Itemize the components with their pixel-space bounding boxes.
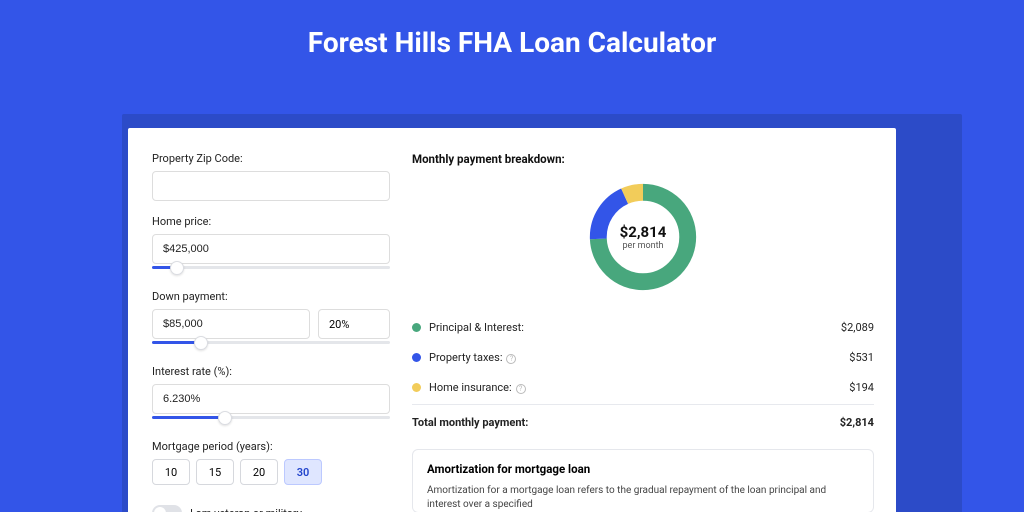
legend-value-total: $2,814 bbox=[840, 416, 874, 429]
interest-label: Interest rate (%): bbox=[152, 365, 390, 378]
donut-chart-wrap: $2,814 per month bbox=[412, 172, 874, 312]
legend-value-taxes: $531 bbox=[849, 351, 874, 364]
period-options: 10 15 20 30 bbox=[152, 459, 390, 485]
down-payment-label: Down payment: bbox=[152, 290, 390, 303]
veteran-toggle[interactable] bbox=[152, 505, 182, 512]
legend-label-insurance: Home insurance:? bbox=[429, 381, 849, 394]
donut-chart: $2,814 per month bbox=[584, 178, 702, 296]
info-icon[interactable]: ? bbox=[516, 384, 526, 394]
home-price-field: Home price: bbox=[152, 215, 390, 276]
donut-sublabel: per month bbox=[620, 241, 667, 251]
dot-icon bbox=[412, 383, 421, 392]
veteran-row: I am veteran or military bbox=[152, 505, 390, 512]
period-option-10[interactable]: 10 bbox=[152, 459, 190, 485]
legend-label-taxes: Property taxes:? bbox=[429, 351, 849, 364]
home-price-input[interactable] bbox=[152, 234, 390, 264]
interest-slider[interactable] bbox=[152, 412, 390, 426]
down-payment-field: Down payment: 20% bbox=[152, 290, 390, 351]
period-option-20[interactable]: 20 bbox=[240, 459, 278, 485]
donut-total: $2,814 bbox=[620, 223, 667, 241]
legend-label-total: Total monthly payment: bbox=[412, 416, 840, 429]
calculator-card: Property Zip Code: Home price: Down paym… bbox=[128, 128, 896, 512]
amortization-card: Amortization for mortgage loan Amortizat… bbox=[412, 449, 874, 512]
page-title: Forest Hills FHA Loan Calculator bbox=[0, 0, 1024, 77]
amortization-text: Amortization for a mortgage loan refers … bbox=[427, 484, 859, 512]
down-payment-slider[interactable] bbox=[152, 337, 390, 351]
legend-value-principal: $2,089 bbox=[841, 321, 874, 334]
dot-icon bbox=[412, 353, 421, 362]
interest-input[interactable] bbox=[152, 384, 390, 414]
info-icon[interactable]: ? bbox=[506, 354, 516, 364]
veteran-label: I am veteran or military bbox=[190, 507, 302, 512]
breakdown-panel: Monthly payment breakdown: $2,814 per mo… bbox=[390, 128, 896, 512]
amortization-title: Amortization for mortgage loan bbox=[427, 462, 859, 476]
period-option-15[interactable]: 15 bbox=[196, 459, 234, 485]
legend-row-taxes: Property taxes:? $531 bbox=[412, 342, 874, 372]
down-payment-percent-input[interactable]: 20% bbox=[318, 309, 390, 339]
period-label: Mortgage period (years): bbox=[152, 440, 390, 453]
legend-label-principal: Principal & Interest: bbox=[429, 321, 841, 334]
period-option-30[interactable]: 30 bbox=[284, 459, 322, 485]
home-price-slider[interactable] bbox=[152, 262, 390, 276]
down-payment-amount-input[interactable] bbox=[152, 309, 310, 339]
breakdown-title: Monthly payment breakdown: bbox=[412, 152, 874, 166]
dot-icon bbox=[412, 323, 421, 332]
interest-field: Interest rate (%): bbox=[152, 365, 390, 426]
zip-field: Property Zip Code: bbox=[152, 152, 390, 201]
legend-row-principal: Principal & Interest: $2,089 bbox=[412, 312, 874, 342]
home-price-label: Home price: bbox=[152, 215, 390, 228]
zip-input[interactable] bbox=[152, 171, 390, 201]
legend-row-total: Total monthly payment: $2,814 bbox=[412, 405, 874, 437]
zip-label: Property Zip Code: bbox=[152, 152, 390, 165]
legend-row-insurance: Home insurance:? $194 bbox=[412, 372, 874, 402]
form-panel: Property Zip Code: Home price: Down paym… bbox=[128, 128, 390, 512]
period-field: Mortgage period (years): 10 15 20 30 bbox=[152, 440, 390, 485]
legend-value-insurance: $194 bbox=[849, 381, 874, 394]
